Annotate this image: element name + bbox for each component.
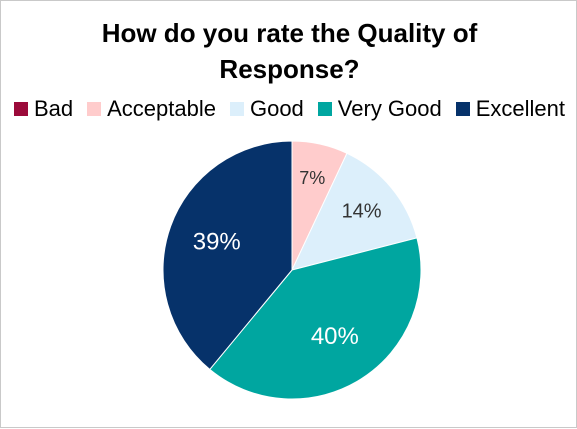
data-label-acceptable: 7%: [299, 168, 325, 188]
legend-label-very-good: Very Good: [337, 96, 442, 121]
data-label-good: 14%: [342, 201, 382, 223]
legend-swatch-very-good: [317, 102, 332, 116]
chart-title: How do you rate the Quality of Response?: [41, 15, 538, 87]
legend-item-excellent: Excellent: [455, 96, 566, 122]
legend-label-acceptable: Acceptable: [107, 96, 216, 121]
legend-swatch-acceptable: [87, 102, 102, 116]
legend-label-bad: Bad: [33, 96, 74, 121]
legend-swatch-excellent: [455, 102, 470, 116]
legend-swatch-bad: [13, 102, 28, 116]
legend-item-good: Good: [229, 96, 304, 122]
pie-slice-excellent: [162, 140, 293, 371]
legend-item-very-good: Very Good: [317, 96, 442, 122]
data-label-excellent: 39%: [193, 228, 241, 255]
legend-swatch-good: [229, 102, 244, 116]
chart-title-line-2: Response?: [219, 54, 360, 84]
legend-label-excellent: Excellent: [475, 96, 566, 121]
data-label-very-good: 40%: [311, 323, 359, 350]
legend-item-bad: Bad: [13, 96, 74, 122]
pie-slice-good: [291, 152, 418, 271]
chart-title-line-1: How do you rate the Quality of: [101, 18, 478, 48]
legend-item-acceptable: Acceptable: [87, 96, 216, 122]
legend: Bad Acceptable Good Very Good Excellent: [1, 95, 577, 123]
pie-slice-very-good: [209, 237, 422, 400]
legend-label-good: Good: [249, 96, 304, 121]
